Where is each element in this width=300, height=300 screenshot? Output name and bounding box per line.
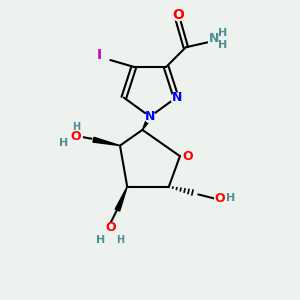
Text: N: N (209, 32, 219, 45)
Text: H: H (226, 194, 235, 203)
Text: H: H (218, 40, 228, 50)
Point (218, 196, 222, 201)
Text: H: H (59, 138, 69, 148)
Point (185, 154, 190, 159)
Polygon shape (142, 116, 152, 130)
Text: H: H (72, 122, 80, 132)
Text: O: O (105, 221, 116, 234)
Text: I: I (97, 48, 102, 62)
Point (212, 40, 217, 45)
Text: O: O (70, 130, 81, 143)
Point (74, 134, 78, 139)
Point (108, 225, 113, 230)
Text: H: H (96, 235, 105, 244)
Point (97, 53, 102, 58)
Point (176, 13, 180, 17)
Text: O: O (214, 192, 225, 205)
Text: H: H (218, 28, 228, 38)
Text: O: O (182, 150, 193, 163)
Point (148, 114, 152, 119)
Polygon shape (93, 137, 120, 146)
Point (174, 95, 178, 100)
Text: H: H (116, 235, 124, 244)
Text: N: N (145, 110, 155, 123)
Text: N: N (172, 91, 182, 104)
Polygon shape (115, 187, 127, 211)
Text: O: O (172, 8, 184, 22)
